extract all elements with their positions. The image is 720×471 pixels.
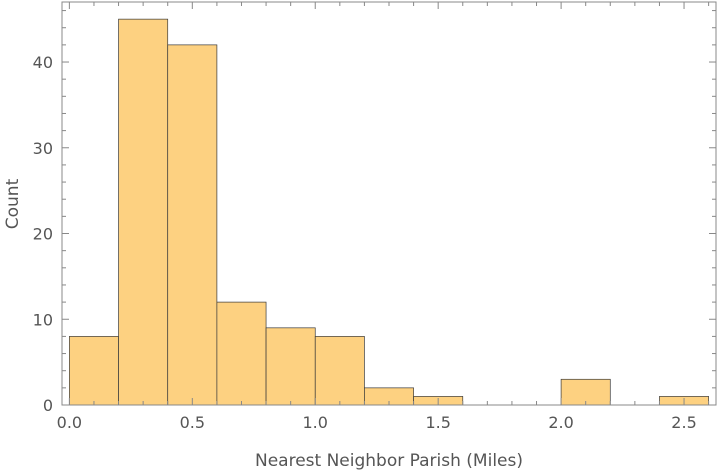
x-tick-labels: 0.0 0.5 1.0 1.5 2.0 2.5 — [57, 413, 697, 432]
y-tick-label: 40 — [33, 53, 53, 72]
histogram-bar — [69, 336, 119, 406]
y-axis-title: Count — [3, 178, 23, 229]
bars-group — [69, 18, 709, 406]
ticks-group — [62, 2, 716, 406]
x-tick-label: 2.5 — [671, 413, 696, 432]
y-tick-labels: 0 10 20 30 40 — [33, 53, 53, 415]
x-tick-label: 1.5 — [425, 413, 450, 432]
plot-frame — [61, 1, 717, 406]
y-tick-label: 20 — [33, 225, 53, 244]
histogram-bar — [167, 44, 218, 406]
histogram-bar — [216, 301, 267, 406]
x-tick-label: 0.0 — [57, 413, 82, 432]
x-tick-label: 2.0 — [548, 413, 573, 432]
y-tick-label: 30 — [33, 139, 53, 158]
histogram-bar — [560, 378, 611, 406]
x-tick-label: 0.5 — [180, 413, 205, 432]
histogram-bar — [265, 327, 316, 406]
histogram-bar — [118, 18, 169, 406]
y-tick-label: 0 — [43, 396, 53, 415]
x-tick-label: 1.0 — [303, 413, 328, 432]
y-tick-label: 10 — [33, 310, 53, 329]
histogram-bar — [314, 336, 365, 406]
x-axis-title: Nearest Neighbor Parish (Miles) — [255, 451, 523, 471]
